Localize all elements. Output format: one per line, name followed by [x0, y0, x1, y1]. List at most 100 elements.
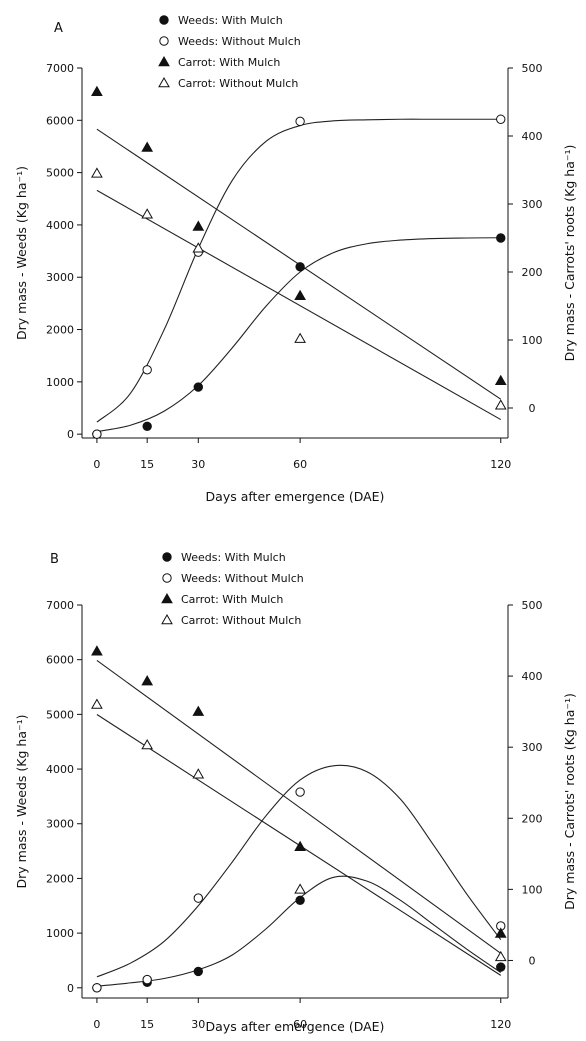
y-axis-left-title: Dry mass - Weeds (Kg ha⁻¹) [14, 166, 29, 340]
fit-line-2 [96, 660, 502, 954]
data-point-series-1 [295, 116, 305, 127]
data-point-series-3 [141, 739, 154, 750]
data-point-series-0 [193, 966, 203, 977]
data-point-series-2 [141, 141, 154, 152]
y-left-tick-label: 4000 [46, 219, 74, 232]
y-axis-right-title: Dry mass - Carrots' roots (Kg ha⁻¹) [562, 693, 577, 910]
data-point-series-3 [192, 768, 205, 779]
data-point-series-2 [192, 220, 205, 231]
legend-marker-2 [161, 592, 173, 604]
data-point-series-2 [294, 289, 306, 301]
x-tick-label: 60 [293, 1018, 307, 1031]
y-left-tick-label: 4000 [46, 763, 74, 776]
y-right-tick-label: 200 [522, 266, 543, 279]
x-tick-label: 30 [191, 1018, 205, 1031]
data-point-series-3 [91, 698, 103, 709]
y-right-tick-label: 500 [522, 62, 543, 75]
fit-line-1 [96, 118, 501, 423]
y-left-tick-label: 0 [67, 982, 74, 995]
legend-marker-3 [158, 76, 170, 88]
y-left-tick-label: 1000 [46, 376, 74, 389]
fit-line-3 [96, 189, 502, 421]
legend-marker-2 [158, 55, 170, 67]
panel-label: A [54, 21, 63, 36]
x-tick-label: 120 [490, 458, 511, 471]
x-tick-label: 30 [191, 458, 205, 471]
x-tick-label: 15 [140, 1018, 154, 1031]
data-point-series-0 [193, 382, 203, 392]
legend-label-1: Weeds: Without Mulch [178, 35, 301, 48]
data-point-series-0 [142, 421, 152, 432]
legend-label-2: Carrot: With Mulch [178, 56, 280, 69]
data-point-series-3 [192, 242, 205, 253]
legend-marker-1 [159, 36, 169, 46]
y-right-tick-label: 0 [529, 402, 536, 415]
data-point-series-2 [91, 85, 103, 97]
legend-label-0: Weeds: With Mulch [181, 551, 286, 564]
legend-label-0: Weeds: With Mulch [178, 14, 283, 27]
y-right-tick-label: 200 [522, 812, 543, 825]
y-left-tick-label: 7000 [46, 62, 74, 75]
x-axis-title: Days after emergence (DAE) [206, 489, 385, 504]
data-point-series-0 [496, 233, 506, 243]
data-point-series-1 [142, 365, 152, 375]
y-left-tick-label: 3000 [46, 271, 74, 284]
data-point-series-0 [496, 962, 506, 972]
data-point-series-3 [141, 208, 154, 219]
data-point-series-1 [142, 974, 152, 985]
data-point-series-0 [295, 262, 305, 272]
panel-a: A 0 1000 2000 3000 4000 5000 6000 7000 0 100 200 300… [14, 14, 577, 504]
legend-label-3: Carrot: Without Mulch [178, 77, 298, 90]
y-left-tick-label: 7000 [46, 599, 74, 612]
y-right-tick-label: 400 [522, 130, 543, 143]
data-point-series-2 [91, 645, 103, 656]
y-right-tick-label: 300 [522, 741, 543, 754]
data-point-series-1 [92, 983, 102, 993]
data-point-series-1 [295, 787, 305, 797]
y-right-tick-label: 500 [522, 599, 543, 612]
y-right-tick-label: 0 [529, 954, 536, 967]
y-left-tick-label: 6000 [46, 114, 74, 127]
y-left-tick-label: 5000 [46, 708, 74, 721]
data-point-series-2 [494, 374, 507, 386]
y-axis-right-title: Dry mass - Carrots' roots (Kg ha⁻¹) [562, 145, 577, 362]
y-left-tick-label: 3000 [46, 818, 74, 831]
y-left-tick-label: 0 [67, 428, 74, 441]
panel-b: B010002000300040005000600070000100200300… [14, 551, 577, 1034]
data-point-series-2 [294, 840, 306, 851]
data-point-series-3 [294, 883, 306, 894]
fit-line-1 [96, 764, 502, 978]
fit-line-0 [96, 237, 501, 433]
data-point-series-0 [295, 895, 305, 906]
y-left-tick-label: 2000 [46, 872, 74, 885]
legend-marker-3 [161, 613, 173, 625]
data-point-series-3 [494, 399, 507, 410]
y-left-tick-label: 2000 [46, 324, 74, 337]
data-point-series-1 [496, 114, 506, 124]
legend-label-3: Carrot: Without Mulch [181, 614, 301, 627]
y-left-tick-label: 6000 [46, 654, 74, 667]
data-point-series-1 [193, 893, 203, 903]
data-point-series-3 [494, 950, 507, 962]
x-tick-label: 15 [140, 458, 154, 471]
y-right-tick-label: 300 [522, 198, 543, 211]
y-axis-left-title: Dry mass - Weeds (Kg ha⁻¹) [14, 715, 29, 889]
data-point-series-3 [91, 167, 103, 178]
y-left-tick-label: 5000 [46, 167, 74, 180]
legend-marker-1 [162, 573, 172, 583]
data-point-series-2 [494, 927, 507, 938]
legend-marker-0 [159, 15, 169, 25]
data-point-series-1 [92, 429, 102, 439]
x-tick-label: 60 [293, 458, 307, 471]
legend-marker-0 [162, 552, 172, 562]
y-right-tick-label: 400 [522, 670, 543, 683]
x-tick-label: 0 [93, 1018, 100, 1031]
x-tick-label: 120 [490, 1018, 511, 1031]
x-axis-title: Days after emergence (DAE) [206, 1019, 385, 1034]
data-point-series-2 [192, 705, 205, 716]
data-point-series-3 [294, 332, 306, 343]
legend-label-2: Carrot: With Mulch [181, 593, 283, 606]
y-right-tick-label: 100 [522, 334, 543, 347]
legend-label-1: Weeds: Without Mulch [181, 572, 304, 585]
